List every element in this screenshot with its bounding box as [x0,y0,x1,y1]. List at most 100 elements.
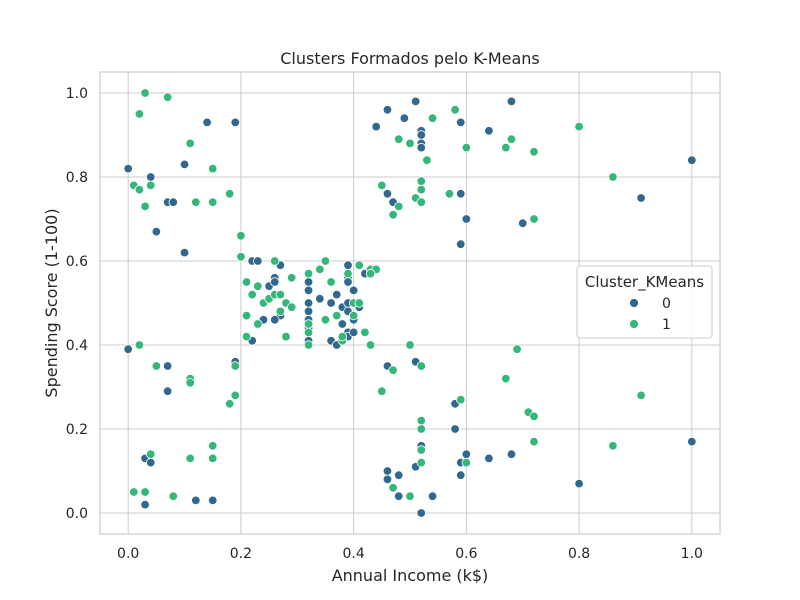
data-point-cluster-1 [354,260,364,270]
data-point-cluster-1 [360,327,370,338]
data-point-cluster-1 [394,134,404,144]
data-point-cluster-0 [146,457,156,468]
data-point-cluster-0 [484,126,494,136]
data-point-cluster-1 [416,457,426,468]
data-point-cluster-0 [191,495,201,506]
data-point-cluster-0 [179,247,190,258]
data-point-cluster-0 [270,315,280,325]
data-point-cluster-0 [461,449,472,459]
data-point-cluster-1 [129,487,139,497]
data-point-cluster-1 [208,163,218,174]
data-point-cluster-0 [416,508,426,518]
data-point-cluster-1 [348,310,359,321]
data-point-cluster-0 [208,495,218,506]
data-point-cluster-1 [270,256,280,266]
data-point-cluster-0 [416,142,426,153]
y-tick-label: 0.4 [66,338,88,354]
data-point-cluster-1 [416,445,426,455]
data-point-cluster-1 [388,210,398,220]
data-point-cluster-0 [303,277,314,287]
y-tick-labels: 0.0 0.2 0.4 0.6 0.8 1.0 [66,86,88,522]
data-point-cluster-1 [574,121,584,132]
data-point-cluster-0 [382,105,393,115]
data-point-cluster-1 [427,113,438,123]
data-point-cluster-1 [450,105,460,115]
data-point-cluster-0 [687,155,697,165]
data-point-cluster-1 [303,340,314,350]
data-point-cluster-1 [140,88,150,98]
data-point-cluster-0 [303,306,314,317]
data-point-cluster-0 [162,361,173,371]
data-point-cluster-1 [275,289,286,300]
plot-frame [99,71,721,535]
data-point-cluster-1 [146,449,156,459]
data-point-cluster-1 [315,264,325,275]
data-point-cluster-0 [410,96,421,107]
data-point-cluster-0 [382,466,393,476]
legend-marker-0 [629,298,639,308]
data-point-cluster-0 [687,436,697,447]
data-point-cluster-0 [636,193,646,203]
data-point-cluster-0 [168,197,178,207]
data-point-cluster-0 [416,130,426,140]
data-point-cluster-0 [303,298,314,308]
data-point-cluster-0 [151,226,162,237]
data-point-cluster-1 [134,340,145,350]
data-point-cluster-1 [456,394,466,405]
data-point-cluster-0 [348,327,359,338]
legend-label-0: 0 [662,296,671,312]
data-point-cluster-1 [185,378,195,388]
data-point-cluster-0 [123,163,133,174]
data-point-cluster-0 [456,239,466,249]
data-point-cluster-1 [337,331,348,342]
data-point-cluster-1 [461,142,472,153]
y-axis-label: Spending Score (1-100) [42,208,61,397]
y-tick-label: 0.8 [66,170,88,186]
data-point-cluster-1 [281,331,291,342]
data-point-cluster-1 [529,436,539,447]
data-point-cluster-1 [230,361,240,371]
data-point-cluster-1 [405,138,415,149]
data-point-cluster-0 [303,285,314,296]
data-point-cluster-0 [326,298,336,308]
data-point-cluster-1 [140,201,150,212]
data-point-cluster-0 [574,478,584,489]
x-tick-label: 0.8 [568,546,590,562]
data-point-cluster-0 [427,491,438,501]
data-point-cluster-0 [456,470,466,480]
data-point-cluster-1 [405,340,415,350]
data-point-cluster-0 [394,470,404,480]
data-point-cluster-1 [343,268,353,279]
x-tick-labels: 0.0 0.2 0.4 0.6 0.8 1.0 [117,546,703,562]
legend: Cluster_KMeans 0 1 [576,265,713,339]
data-point-cluster-1 [236,231,246,241]
data-point-cluster-0 [456,117,466,128]
data-point-cluster-1 [416,184,426,195]
data-point-cluster-1 [444,189,455,199]
data-point-cluster-1 [140,487,150,497]
data-point-cluster-0 [270,277,280,287]
data-point-cluster-1 [241,331,252,342]
data-point-cluster-1 [512,344,522,354]
data-point-cluster-1 [286,273,297,283]
data-point-cluster-1 [241,310,252,321]
data-point-cluster-0 [140,499,150,510]
data-point-cluster-1 [303,268,314,279]
data-point-cluster-0 [394,491,404,501]
data-point-cluster-1 [377,386,387,396]
x-axis-label: Annual Income (k$) [332,566,489,585]
data-point-cluster-1 [253,281,263,291]
data-point-cluster-1 [208,453,218,464]
data-point-cluster-0 [506,449,517,459]
data-point-cluster-1 [326,277,336,287]
data-point-cluster-0 [348,285,359,296]
data-point-cluster-1 [416,197,426,207]
data-point-cluster-0 [456,189,466,199]
data-point-cluster-1 [365,268,376,279]
data-point-cluster-1 [405,491,415,501]
data-point-cluster-1 [608,441,618,451]
data-point-cluster-1 [162,92,173,102]
data-point-cluster-1 [275,306,286,317]
data-point-cluster-1 [422,155,432,165]
data-point-cluster-0 [179,159,190,170]
